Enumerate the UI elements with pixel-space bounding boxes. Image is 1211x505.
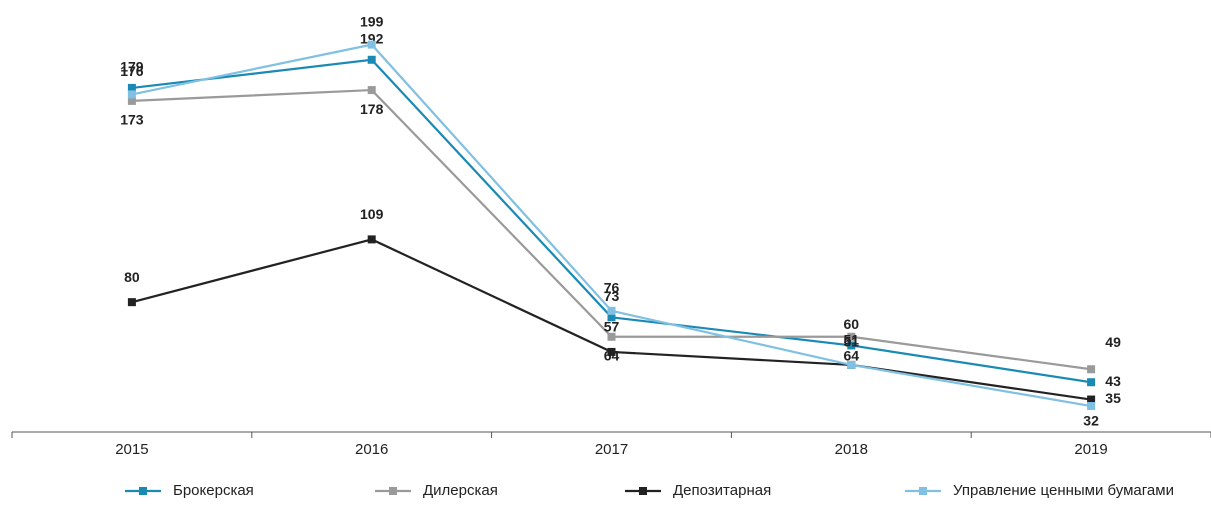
point — [367, 86, 376, 95]
legend-label: Дилерская — [423, 482, 498, 499]
x-tick-label: 2017 — [595, 441, 628, 458]
point — [1087, 395, 1096, 404]
point — [367, 55, 376, 64]
point — [1087, 365, 1096, 374]
data-label: 80 — [124, 269, 140, 285]
point — [607, 306, 616, 315]
x-tick-label: 2015 — [115, 441, 148, 458]
point — [607, 347, 616, 356]
point — [607, 332, 616, 341]
point — [127, 90, 136, 99]
point — [847, 341, 856, 350]
data-label: 173 — [120, 112, 144, 128]
data-label: 35 — [1105, 390, 1121, 406]
data-label: 51 — [844, 334, 860, 350]
point — [127, 83, 136, 92]
data-label: 192 — [360, 30, 384, 46]
data-label: 179 — [120, 59, 144, 75]
legend-label: Депозитарная — [673, 482, 771, 499]
data-label: 64 — [844, 347, 860, 363]
data-label: 51 — [844, 332, 860, 348]
legend-label: Управление ценными бумагами — [953, 482, 1174, 499]
point — [367, 235, 376, 244]
point — [847, 332, 856, 341]
data-label: 43 — [1105, 373, 1121, 389]
point — [367, 40, 376, 49]
legend-marker — [919, 487, 927, 495]
point — [1087, 378, 1096, 387]
point — [847, 360, 856, 369]
legend-marker — [389, 487, 397, 495]
point — [127, 298, 136, 307]
point — [127, 96, 136, 105]
legend-marker — [639, 487, 647, 495]
legend-marker — [139, 487, 147, 495]
data-label: 76 — [604, 280, 620, 296]
data-label: 176 — [120, 63, 144, 79]
data-label: 109 — [360, 206, 384, 222]
point — [607, 313, 616, 322]
data-label: 199 — [360, 13, 384, 29]
x-tick-label: 2018 — [835, 441, 868, 458]
data-label: 49 — [1105, 334, 1121, 350]
data-label: 32 — [1083, 413, 1099, 429]
data-label: 178 — [360, 101, 384, 117]
data-label: 73 — [604, 288, 620, 304]
point — [1087, 402, 1096, 411]
legend-label: Брокерская — [173, 482, 254, 499]
x-tick-label: 2019 — [1074, 441, 1107, 458]
x-tick-label: 2016 — [355, 441, 388, 458]
data-label: 57 — [604, 319, 620, 335]
data-label: 60 — [844, 316, 860, 332]
